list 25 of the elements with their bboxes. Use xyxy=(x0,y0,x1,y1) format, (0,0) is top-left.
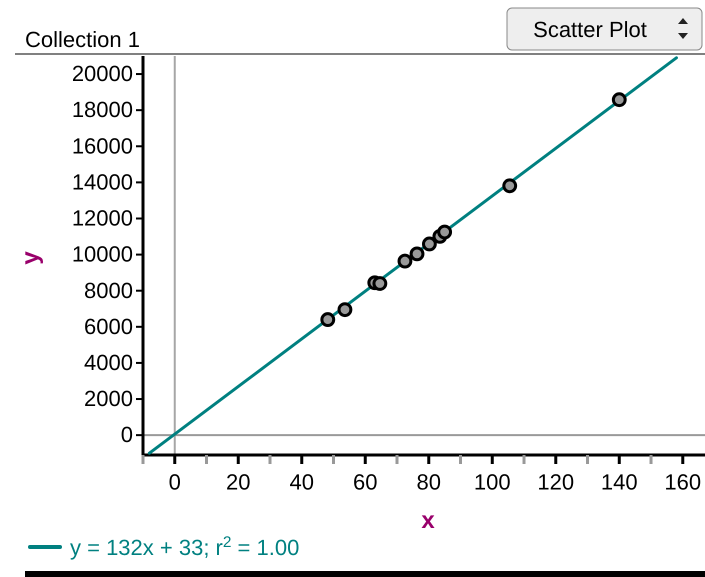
y-tick-label: 0 xyxy=(120,422,133,448)
y-tick-label: 16000 xyxy=(72,133,133,158)
legend-label: y = 132x + 33; r$^{2}$ = 1.00 xyxy=(70,534,300,560)
y-tick-label: 8000 xyxy=(84,278,133,303)
x-tick-label: 140 xyxy=(600,470,638,495)
x-tick-label: 80 xyxy=(416,470,442,495)
y-tick-label: 4000 xyxy=(84,350,133,375)
x-tick-label: 40 xyxy=(290,470,314,495)
x-tick-label: 120 xyxy=(537,470,574,495)
y-tick-label: 10000 xyxy=(72,242,133,267)
y-axis-title: y xyxy=(17,250,44,265)
x-tick-label: 60 xyxy=(353,470,378,495)
x-tick-label: 20 xyxy=(226,470,250,495)
y-tick-label: 2000 xyxy=(84,386,133,412)
y-tick-label: 6000 xyxy=(84,314,133,339)
x-tick-label: 100 xyxy=(474,470,511,495)
x-tick-label: 160 xyxy=(664,470,702,495)
y-tick-label: 12000 xyxy=(72,206,133,231)
dropdown-menu: Scatter Plot xyxy=(506,8,702,50)
x-tick-label: 0 xyxy=(168,470,181,495)
y-tick-label: 20000 xyxy=(72,61,133,86)
chart-title: Collection 1 xyxy=(25,27,140,52)
y-tick-label: 18000 xyxy=(72,97,133,122)
y-tick-label: 14000 xyxy=(72,169,133,194)
x-axis-title: x xyxy=(421,507,436,534)
